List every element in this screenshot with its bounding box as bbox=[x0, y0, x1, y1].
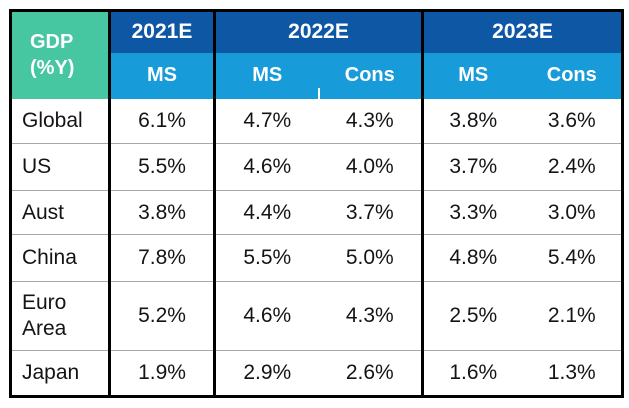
row-label-euro-area: Euro Area bbox=[10, 281, 111, 351]
corner-gdp-line1: GDP bbox=[30, 31, 74, 54]
year-header-2021e: 2021E bbox=[109, 10, 215, 53]
value-cell: 4.4% bbox=[213, 190, 319, 235]
row-label-global: Global bbox=[10, 98, 111, 144]
value-cell: 2.4% bbox=[522, 143, 623, 191]
value-cell: 2.9% bbox=[213, 350, 319, 397]
table-row-us: US 5.5% 4.6% 4.0% 3.7% 2.4% bbox=[10, 143, 623, 191]
row-label-aust: Aust bbox=[10, 190, 111, 235]
value-cell: 2.1% bbox=[522, 281, 623, 351]
gdp-forecast-table: GDP (%Y) 2021E 2022E 2023E MS MS Cons MS… bbox=[9, 9, 625, 398]
value-cell: 3.0% bbox=[522, 190, 623, 235]
value-cell: 2.5% bbox=[421, 281, 523, 351]
row-label-japan: Japan bbox=[10, 350, 111, 397]
table-row-aust: Aust 3.8% 4.4% 3.7% 3.3% 3.0% bbox=[10, 190, 623, 235]
value-cell: 3.8% bbox=[421, 98, 523, 144]
subheader-2022e-cons: Cons bbox=[318, 52, 423, 99]
value-cell: 4.6% bbox=[213, 281, 319, 351]
value-cell: 5.5% bbox=[109, 143, 215, 191]
value-cell: 5.0% bbox=[318, 234, 423, 282]
value-cell: 5.5% bbox=[213, 234, 319, 282]
table-row-china: China 7.8% 5.5% 5.0% 4.8% 5.4% bbox=[10, 234, 623, 282]
value-cell: 3.3% bbox=[421, 190, 523, 235]
table-row-euro-area: Euro Area 5.2% 4.6% 4.3% 2.5% 2.1% bbox=[10, 281, 623, 351]
value-cell: 4.6% bbox=[213, 143, 319, 191]
row-label-china: China bbox=[10, 234, 111, 282]
corner-gdp-cell: GDP (%Y) bbox=[10, 10, 111, 99]
subheader-divider-tick bbox=[318, 88, 320, 100]
value-cell: 4.0% bbox=[318, 143, 423, 191]
value-cell: 4.8% bbox=[421, 234, 523, 282]
value-cell: 5.4% bbox=[522, 234, 623, 282]
value-cell: 4.3% bbox=[318, 281, 423, 351]
corner-gdp-line2: (%Y) bbox=[30, 57, 75, 80]
value-cell: 3.8% bbox=[109, 190, 215, 235]
subheader-2021e-ms: MS bbox=[109, 52, 215, 99]
subheader-2023e-ms: MS bbox=[421, 52, 523, 99]
table-row-global: Global 6.1% 4.7% 4.3% 3.8% 3.6% bbox=[10, 98, 623, 144]
subheader-row: MS MS Cons MS Cons bbox=[11, 52, 623, 99]
subheader-2023e-cons: Cons bbox=[522, 52, 623, 99]
value-cell: 7.8% bbox=[109, 234, 215, 282]
value-cell: 1.6% bbox=[421, 350, 523, 397]
year-header-row: GDP (%Y) 2021E 2022E 2023E bbox=[10, 10, 623, 99]
value-cell: 1.9% bbox=[109, 350, 215, 397]
value-cell: 6.1% bbox=[138, 108, 186, 132]
year-header-2022e: 2022E bbox=[212, 10, 423, 53]
subheader-2022e-ms: MS bbox=[213, 52, 319, 99]
value-cell: 3.6% bbox=[547, 108, 596, 132]
table-row-japan: Japan 1.9% 2.9% 2.6% 1.6% 1.3% bbox=[10, 350, 623, 397]
value-cell: 2.6% bbox=[318, 350, 423, 397]
row-label-us: US bbox=[10, 143, 111, 191]
value-cell: 5.2% bbox=[109, 281, 215, 351]
value-cell: 4.7% bbox=[213, 98, 319, 144]
year-header-2023e: 2023E bbox=[421, 10, 623, 53]
value-cell: 4.3% bbox=[345, 108, 394, 132]
value-cell: 3.7% bbox=[421, 143, 523, 191]
value-cell: 3.7% bbox=[318, 190, 423, 235]
value-cell: 1.3% bbox=[522, 350, 623, 397]
